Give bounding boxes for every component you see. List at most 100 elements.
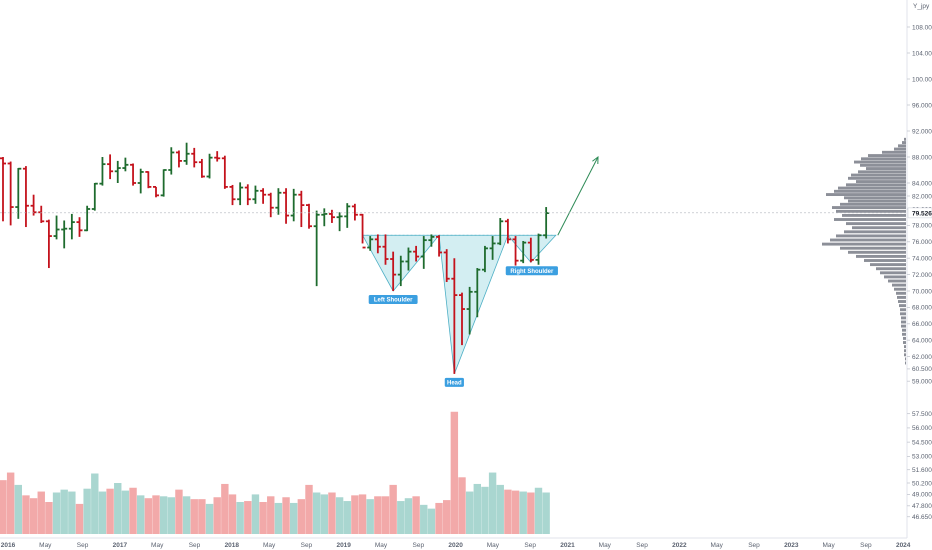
price-tick-label: 60.500	[912, 366, 932, 373]
ohlc-bar	[374, 234, 381, 254]
time-tick-label: 2021	[560, 542, 575, 549]
time-tick-label: Sep	[77, 542, 89, 549]
ohlc-bar	[122, 157, 129, 172]
time-tick-label: May	[263, 542, 276, 549]
volume-bar	[534, 487, 543, 534]
ohlc-bar	[15, 167, 22, 219]
volume-profile-row	[903, 341, 906, 344]
ohlc-bar	[504, 218, 511, 244]
ohlc-bar	[237, 182, 244, 206]
ohlc-bar	[420, 236, 427, 269]
time-tick-label: May	[151, 542, 164, 549]
volume-bar	[496, 484, 504, 534]
volume-bar	[412, 496, 420, 534]
time-tick-label: 2017	[113, 542, 128, 549]
volume-bars	[0, 411, 550, 534]
volume-bar	[29, 498, 38, 534]
volume-profile-row	[897, 295, 906, 299]
volume-profile-row	[901, 324, 906, 328]
time-tick-label: Sep	[524, 542, 536, 549]
projection-arrow-head	[592, 155, 599, 165]
ohlc-bar	[53, 215, 60, 240]
ohlc-bar	[489, 236, 496, 260]
price-tick-label: 100.000	[912, 76, 932, 83]
volume-bar	[52, 492, 61, 534]
volume-bar	[98, 491, 107, 534]
volume-profile-row	[846, 222, 906, 226]
volume-bar	[91, 473, 99, 534]
ohlc-bar	[413, 245, 420, 262]
volume-bar	[167, 497, 175, 534]
time-tick-label: May	[822, 542, 835, 549]
volume-profile-row	[860, 163, 906, 167]
head-label: Head	[447, 380, 462, 386]
price-tick-label: 96.000	[912, 102, 932, 109]
head-and-shoulders-pattern	[361, 234, 557, 374]
volume-profile-row	[846, 183, 906, 187]
ohlc-bar	[306, 203, 312, 229]
pattern-annotations: Left Shoulder Head Right Shoulder	[368, 155, 599, 387]
volume-bar	[213, 497, 221, 534]
left-shoulder-label: Left Shoulder	[374, 298, 413, 304]
time-tick-label: Sep	[748, 542, 760, 549]
ohlc-bar	[436, 235, 443, 257]
ohlc-bar	[145, 171, 152, 189]
ohlc-bar	[137, 168, 144, 194]
price-tick-label: 72.000	[912, 272, 932, 279]
volume-profile-row	[902, 141, 906, 144]
ohlc-bar	[397, 255, 404, 287]
volume-bar	[106, 488, 114, 534]
current-price-badge	[907, 207, 932, 219]
time-axis[interactable]: 2016 May Sep 2017 May Sep 2018 May Sep 2019 May Sep…	[1, 542, 911, 549]
volume-profile-row	[838, 186, 906, 190]
ohlc-bar	[61, 220, 68, 249]
volume-profile-row	[876, 267, 906, 271]
volume-bar	[251, 494, 260, 534]
volume-profile-row	[901, 316, 906, 320]
price-tick-label: 56.000	[912, 425, 932, 432]
volume-bar	[473, 483, 481, 534]
volume-profile-row	[848, 176, 906, 180]
volume-profile-row	[884, 275, 906, 279]
current-price-label: 79.526	[912, 210, 932, 217]
price-tick-label: 78.000	[912, 223, 932, 230]
volume-bar	[320, 494, 328, 534]
price-tick-label: 49.000	[912, 492, 932, 499]
ohlc-bar	[38, 205, 45, 223]
price-axis[interactable]: 108.000 104.000 100.000 96.000 92.000 88.000 8…	[0, 24, 932, 521]
ohlc-bar	[451, 258, 458, 374]
volume-profile-row	[898, 144, 906, 148]
ohlc-bar	[183, 142, 190, 165]
volume-profile-row	[858, 170, 906, 174]
volume-bar	[305, 484, 313, 534]
ohlc-bar	[481, 245, 488, 273]
volume-bar	[144, 498, 153, 534]
ohlc-bar	[191, 147, 198, 168]
price-tick-label: 68.000	[912, 305, 932, 312]
price-tick-label: 59.000	[912, 379, 932, 386]
volume-profile-row	[856, 254, 906, 258]
ohlc-bar	[275, 188, 282, 215]
left-shoulder-label-badge	[368, 295, 418, 304]
volume-profile-row	[848, 250, 906, 254]
ohlc-bar	[520, 240, 527, 264]
volume-bar	[14, 484, 22, 534]
right-shoulder-label-badge	[505, 266, 558, 276]
time-tick-label: 2018	[225, 542, 240, 549]
volume-bar	[366, 499, 374, 534]
volume-profile	[822, 137, 906, 365]
ohlc-bar	[7, 161, 14, 226]
price-tick-label: 92.000	[912, 128, 932, 135]
volume-profile-row	[842, 213, 906, 217]
ohlc-bar	[45, 219, 52, 269]
volume-profile-row	[902, 332, 906, 336]
price-tick-label: 70.000	[912, 288, 932, 295]
volume-bar	[488, 472, 497, 534]
volume-profile-row	[892, 283, 906, 287]
volume-bar	[159, 496, 168, 534]
price-tick-label: 82.000	[912, 193, 932, 200]
volume-bar	[121, 490, 130, 534]
price-tick-label: 51.600	[912, 467, 932, 474]
volume-profile-row	[870, 263, 906, 267]
